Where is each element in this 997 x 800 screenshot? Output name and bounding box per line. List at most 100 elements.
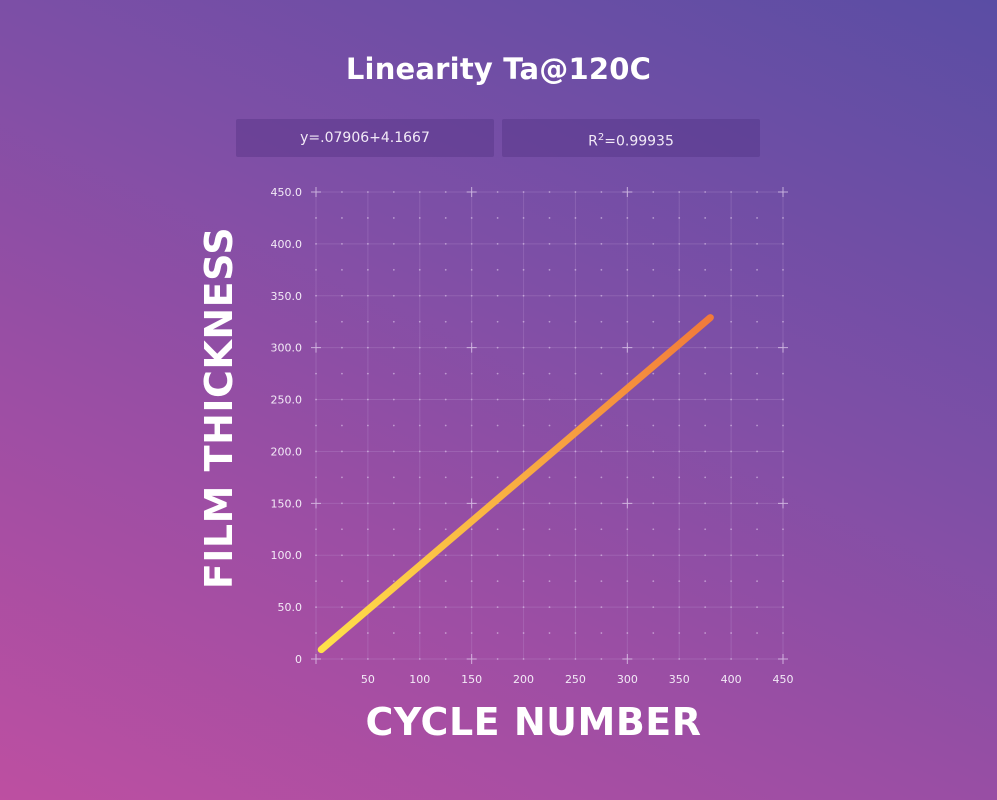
grid-dot bbox=[315, 580, 317, 583]
grid-dot bbox=[652, 372, 655, 375]
grid-dot bbox=[341, 658, 343, 660]
grid-dot bbox=[548, 294, 551, 297]
grid-cross bbox=[622, 342, 633, 353]
grid-dot bbox=[315, 424, 317, 427]
series-line bbox=[317, 314, 714, 654]
grid-dot bbox=[782, 320, 784, 323]
grid-dot bbox=[418, 268, 421, 271]
grid-dot bbox=[704, 398, 707, 401]
grid-dot bbox=[341, 502, 343, 505]
grid-dot bbox=[366, 320, 369, 323]
grid-dot bbox=[730, 372, 733, 375]
grid-dot bbox=[626, 372, 629, 375]
grid-dot bbox=[600, 398, 603, 401]
grid-dot bbox=[444, 632, 447, 634]
grid-dot bbox=[600, 320, 603, 323]
grid-dot bbox=[315, 372, 317, 375]
grid-dot bbox=[626, 242, 629, 245]
grid-dot bbox=[600, 191, 603, 193]
grid-dot bbox=[730, 528, 733, 531]
grid-dot bbox=[470, 476, 473, 479]
grid-dot bbox=[626, 554, 629, 557]
grid-dot bbox=[496, 658, 499, 660]
grid-cross bbox=[622, 654, 633, 664]
grid-dot bbox=[626, 217, 629, 219]
grid-dot bbox=[600, 476, 603, 479]
grid-dot bbox=[341, 320, 343, 323]
x-tick-label: 100 bbox=[409, 673, 430, 686]
grid-dot bbox=[678, 658, 681, 660]
grid bbox=[311, 187, 788, 664]
grid-dot bbox=[418, 450, 421, 453]
grid-dot bbox=[548, 398, 551, 401]
grid-dot bbox=[600, 346, 603, 349]
grid-dot bbox=[548, 268, 551, 271]
grid-dot bbox=[366, 528, 369, 531]
grid-dot bbox=[730, 658, 733, 660]
grid-dot bbox=[574, 217, 577, 219]
grid-dot bbox=[678, 372, 681, 375]
equation-text: y=.07906+4.1667 bbox=[300, 130, 430, 146]
r-squared-box: R2=0.99935 bbox=[502, 119, 760, 157]
grid-dot bbox=[496, 476, 499, 479]
grid-dot bbox=[418, 554, 421, 557]
grid-dot bbox=[366, 294, 369, 297]
grid-dot bbox=[756, 580, 758, 583]
grid-dot bbox=[548, 658, 551, 660]
grid-dot bbox=[522, 320, 525, 323]
grid-dot bbox=[730, 346, 733, 349]
grid-dot bbox=[366, 346, 369, 349]
grid-dot bbox=[756, 320, 758, 323]
grid-dot bbox=[341, 242, 343, 245]
y-axis-ticks: 0 50.0 100.0 150.0 200.0 250.0 300.0 350.0 400.0… bbox=[271, 186, 303, 666]
grid-dot bbox=[574, 580, 577, 583]
grid-cross bbox=[622, 187, 633, 197]
grid-dot bbox=[341, 580, 343, 583]
grid-dot bbox=[678, 294, 681, 297]
grid-dot bbox=[470, 528, 473, 531]
grid-dot bbox=[678, 398, 681, 401]
grid-dot bbox=[782, 242, 784, 245]
grid-dot bbox=[756, 528, 758, 531]
grid-dot bbox=[574, 268, 577, 271]
grid-dot bbox=[600, 424, 603, 427]
grid-dot bbox=[756, 294, 758, 297]
grid-dot bbox=[782, 632, 784, 634]
grid-dot bbox=[341, 554, 343, 557]
grid-dot bbox=[652, 217, 655, 219]
grid-dot bbox=[704, 580, 707, 583]
grid-dot bbox=[626, 294, 629, 297]
grid-dot bbox=[652, 398, 655, 401]
grid-cross bbox=[311, 654, 321, 664]
grid-dot bbox=[470, 450, 473, 453]
x-tick-label: 300 bbox=[617, 673, 638, 686]
grid-dot bbox=[392, 191, 395, 193]
grid-dot bbox=[574, 398, 577, 401]
grid-dot bbox=[626, 476, 629, 479]
grid-dot bbox=[548, 528, 551, 531]
grid-dot bbox=[548, 372, 551, 375]
grid-dot bbox=[678, 268, 681, 271]
grid-dot bbox=[574, 528, 577, 531]
grid-dot bbox=[418, 424, 421, 427]
grid-cross bbox=[311, 498, 321, 509]
grid-dot bbox=[730, 268, 733, 271]
grid-dot bbox=[366, 268, 369, 271]
grid-dot bbox=[392, 528, 395, 531]
grid-dot bbox=[315, 217, 317, 219]
grid-dot bbox=[626, 632, 629, 634]
grid-dot bbox=[678, 632, 681, 634]
grid-dot bbox=[522, 346, 525, 349]
grid-dot bbox=[548, 632, 551, 634]
grid-dot bbox=[392, 372, 395, 375]
grid-dot bbox=[315, 632, 317, 634]
grid-dot bbox=[678, 320, 681, 323]
y-tick-label: 50.0 bbox=[278, 601, 303, 614]
grid-cross bbox=[778, 187, 788, 197]
grid-dot bbox=[444, 528, 447, 531]
grid-dot bbox=[652, 450, 655, 453]
grid-dot bbox=[548, 554, 551, 557]
grid-dot bbox=[444, 476, 447, 479]
grid-dot bbox=[522, 658, 525, 660]
grid-dot bbox=[341, 476, 343, 479]
